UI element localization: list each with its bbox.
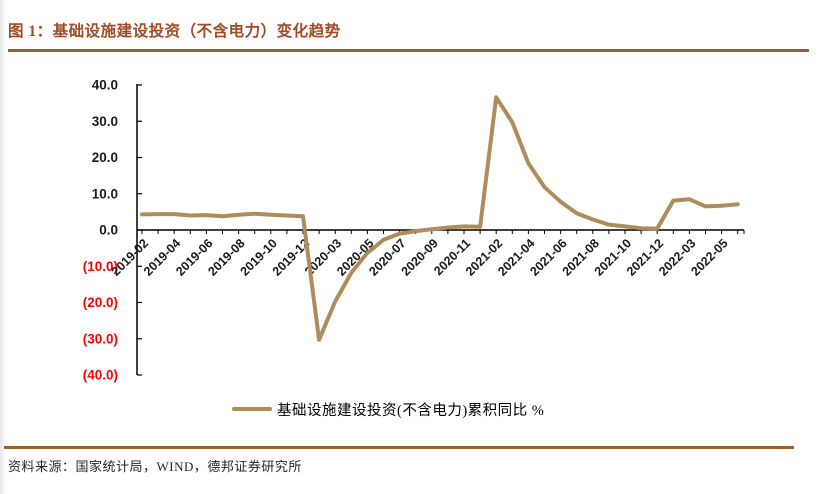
y-tick-label: 40.0 [92,78,118,93]
y-tick-label: 10.0 [92,186,118,201]
page-edge-strip [0,0,6,494]
y-tick-label: (20.0) [83,295,118,310]
y-tick-label: 0.0 [99,223,118,238]
series-line [140,95,740,342]
y-tick-label: (10.0) [83,259,118,274]
figure-title: 图 1：基础设施建设投资（不含电力）变化趋势 [8,23,341,40]
legend-line-swatch [232,406,272,412]
footer-divider-rule [4,446,794,449]
y-tick-label: (40.0) [83,368,118,383]
chart-legend: 基础设施建设投资(不含电力)累积同比 % [232,400,545,419]
title-divider-rule [8,49,809,52]
source-note: 资料来源：国家统计局，WIND，德邦证券研究所 [8,459,302,474]
legend-series-label: 基础设施建设投资(不含电力)累积同比 % [277,402,545,419]
y-tick-label: 20.0 [92,150,118,165]
y-tick-label: (30.0) [83,331,118,346]
y-tick-label: 30.0 [92,114,118,129]
